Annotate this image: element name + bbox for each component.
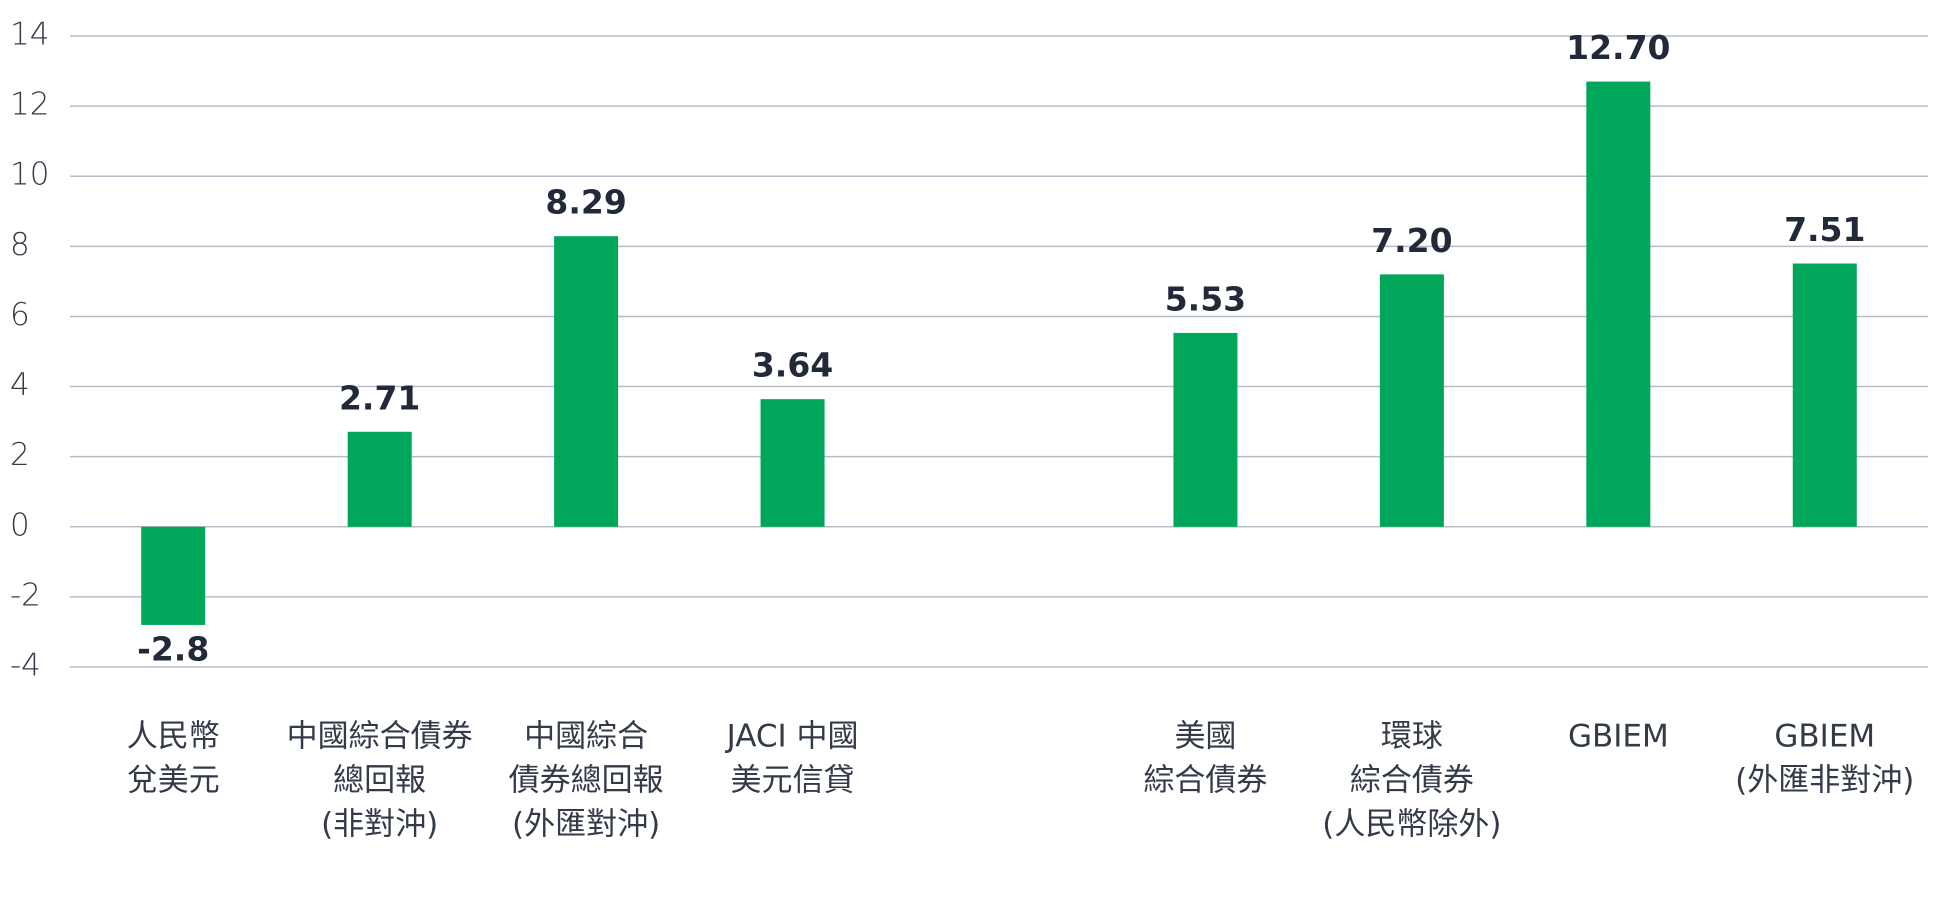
y-tick-label: 0 [10, 507, 30, 543]
y-tick-label: -2 [10, 577, 41, 613]
y-tick-label: 4 [10, 367, 30, 403]
y-tick-label: 2 [10, 437, 30, 473]
x-tick-label: 債券總回報 [509, 763, 664, 799]
value-label: 2.71 [339, 378, 420, 417]
bar [1586, 81, 1651, 527]
x-tick-label: GBIEM [1568, 719, 1669, 755]
bar [760, 399, 825, 527]
x-tick-label: 中國綜合債券 [287, 719, 473, 755]
value-label: 12.70 [1566, 28, 1670, 67]
value-label: 8.29 [545, 183, 626, 222]
bar [347, 431, 412, 527]
x-tick-label: 美元信貸 [731, 763, 855, 799]
value-label: 5.53 [1165, 279, 1246, 318]
bar [1173, 332, 1238, 527]
x-tick-label: 綜合債券 [1143, 763, 1267, 799]
x-tick-label: 美國 [1174, 719, 1236, 755]
value-label: -2.8 [137, 629, 209, 668]
bar [1792, 263, 1857, 527]
value-label: 7.20 [1371, 221, 1452, 260]
bar [1379, 274, 1444, 527]
y-tick-label: 6 [10, 297, 30, 333]
x-tick-label: (非對沖) [321, 807, 438, 843]
x-tick-label: 綜合債券 [1350, 763, 1474, 799]
x-tick-label: JACI 中國 [725, 719, 859, 755]
x-tick-label: (人民幣除外) [1322, 807, 1501, 843]
x-tick-label: GBIEM [1774, 719, 1875, 755]
x-tick-label: 中國綜合 [524, 719, 648, 755]
y-tick-label: -4 [10, 648, 41, 684]
x-tick-label: 環球 [1381, 719, 1443, 755]
x-tick-label: (外匯非對沖) [1735, 763, 1914, 799]
x-tick-label: 總回報 [333, 763, 426, 799]
x-tick-label: 兌美元 [127, 763, 220, 799]
y-tick-label: 14 [10, 17, 49, 53]
y-tick-label: 8 [10, 227, 30, 263]
bar [554, 236, 619, 527]
x-tick-label: (外匯對沖) [512, 807, 660, 843]
x-tick-label: 人民幣 [127, 719, 220, 755]
value-label: 7.51 [1784, 210, 1865, 249]
y-tick-label: 10 [10, 157, 49, 193]
value-label: 3.64 [752, 346, 833, 385]
bar [141, 526, 206, 625]
y-tick-label: 12 [10, 87, 49, 123]
